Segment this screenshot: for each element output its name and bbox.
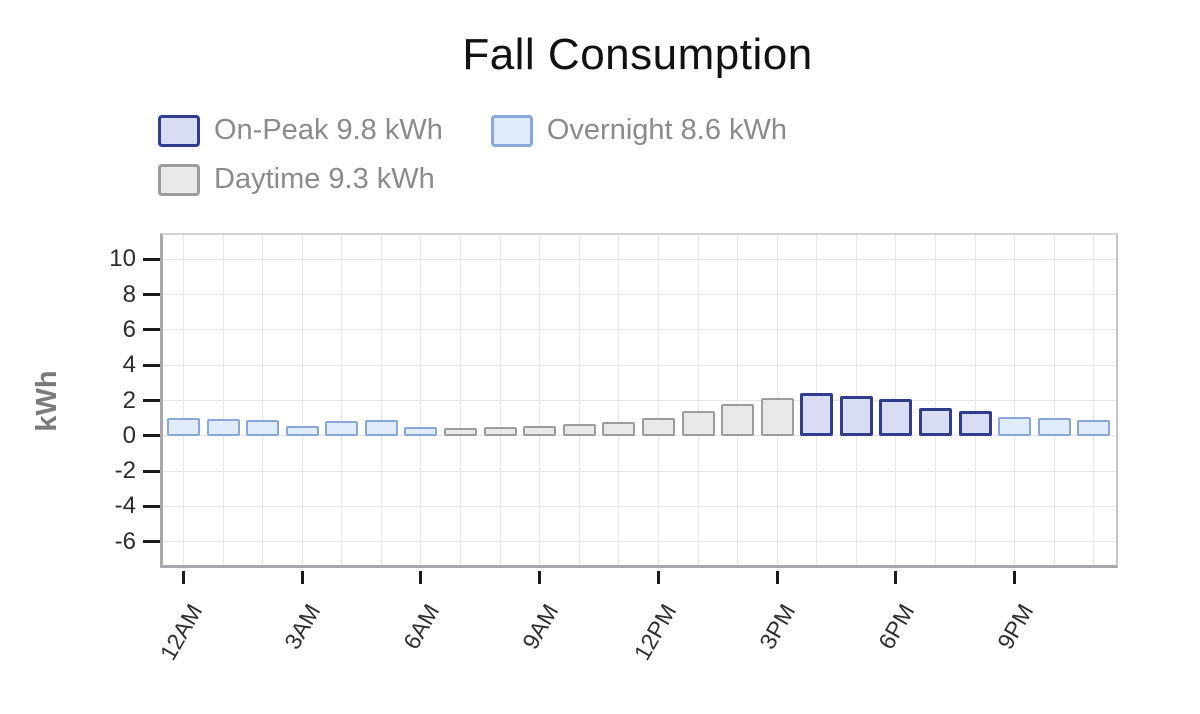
x-tick-mark xyxy=(775,571,779,584)
x-tick-mark xyxy=(419,571,423,584)
legend: On-Peak 9.8 kWh Overnight 8.6 kWh Daytim… xyxy=(158,114,787,196)
bar-10AM xyxy=(562,424,596,436)
bar-3PM xyxy=(760,397,794,436)
bar-2PM xyxy=(721,404,755,436)
gridline-horizontal xyxy=(160,294,1118,296)
gridline-horizontal xyxy=(160,505,1118,507)
x-tick-label: 3AM xyxy=(279,599,326,654)
bar-10PM xyxy=(1037,418,1071,436)
x-tick-label: 6AM xyxy=(398,599,445,654)
gridline-horizontal xyxy=(160,470,1118,472)
gridline-horizontal xyxy=(160,329,1118,331)
y-tick-label: 8 xyxy=(122,280,136,308)
gridline-horizontal xyxy=(160,364,1118,366)
bar-2AM xyxy=(246,419,280,436)
bar-4PM xyxy=(800,392,834,436)
y-tick-label: 4 xyxy=(122,351,136,379)
x-tick-label: 12AM xyxy=(154,599,207,665)
bar-8PM xyxy=(958,411,992,436)
y-tick-label: 2 xyxy=(122,386,136,414)
x-tick-mark xyxy=(182,571,185,584)
bar-12PM xyxy=(641,418,675,436)
bar-5AM xyxy=(364,419,398,436)
x-tick-label: 3PM xyxy=(754,599,801,654)
x-tick-mark xyxy=(300,571,304,584)
x-tick-mark xyxy=(538,571,542,584)
chart-title: Fall Consumption xyxy=(462,30,813,79)
legend-label-on-peak: On-Peak 9.8 kWh xyxy=(214,114,443,146)
bar-11AM xyxy=(602,421,636,436)
overnight-swatch-icon xyxy=(490,114,533,147)
bar-9AM xyxy=(523,426,557,436)
bar-7PM xyxy=(919,407,953,436)
y-tick-label: 0 xyxy=(122,421,136,449)
x-tick-label: 6PM xyxy=(873,599,920,654)
daytime-swatch-icon xyxy=(158,163,200,196)
legend-item-on-peak: On-Peak 9.8 kWh xyxy=(158,114,443,147)
bar-3AM xyxy=(285,426,319,436)
y-tick-mark xyxy=(143,504,160,508)
y-tick-label: 10 xyxy=(109,245,136,273)
gridline-horizontal xyxy=(160,258,1118,260)
bar-1AM xyxy=(206,419,240,436)
legend-label-daytime: Daytime 9.3 kWh xyxy=(214,163,435,195)
gridline-horizontal xyxy=(160,400,1118,401)
x-tick-label: 12PM xyxy=(629,599,682,665)
y-tick-mark xyxy=(143,328,160,332)
x-tick-label: 9PM xyxy=(991,599,1038,654)
y-axis-title: kWh xyxy=(31,370,63,432)
bar-5PM xyxy=(839,396,873,436)
legend-item-daytime: Daytime 9.3 kWh xyxy=(158,163,435,196)
on-peak-swatch-icon xyxy=(158,114,200,147)
y-tick-mark xyxy=(143,293,160,297)
y-tick-mark xyxy=(143,540,160,544)
y-tick-label: -4 xyxy=(114,492,136,520)
legend-row: On-Peak 9.8 kWh Overnight 8.6 kWh xyxy=(158,114,787,147)
y-tick-mark xyxy=(143,399,160,402)
legend-item-overnight: Overnight 8.6 kWh xyxy=(490,114,788,147)
y-tick-label: -6 xyxy=(114,527,136,555)
x-tick-label: 9AM xyxy=(516,599,563,654)
bar-12AM xyxy=(167,418,200,436)
legend-row: Daytime 9.3 kWh xyxy=(158,163,787,196)
y-tick-label: 6 xyxy=(122,315,136,343)
bar-6AM xyxy=(404,426,438,436)
y-tick-label: -2 xyxy=(114,457,136,485)
bar-6PM xyxy=(879,398,913,436)
y-tick-mark xyxy=(143,469,160,473)
x-tick-mark xyxy=(656,571,660,584)
y-tick-mark xyxy=(143,434,160,438)
bar-11PM xyxy=(1077,419,1111,436)
bar-8AM xyxy=(483,426,517,436)
bar-4AM xyxy=(325,420,359,436)
y-tick-mark xyxy=(143,257,160,261)
y-tick-mark xyxy=(143,363,160,367)
gridline-horizontal xyxy=(160,541,1118,543)
bar-9PM xyxy=(998,417,1032,436)
bar-1PM xyxy=(681,411,715,436)
gridline-horizontal xyxy=(160,435,1118,437)
legend-label-overnight: Overnight 8.6 kWh xyxy=(546,114,788,146)
x-tick-mark xyxy=(1013,571,1017,584)
x-tick-mark xyxy=(894,571,898,584)
bar-7AM xyxy=(444,427,478,436)
